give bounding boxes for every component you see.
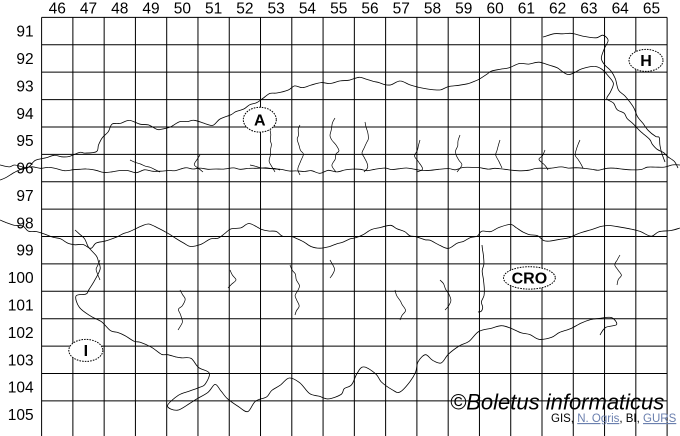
svg-text:63: 63: [580, 0, 597, 17]
svg-text:98: 98: [16, 215, 33, 232]
svg-text:96: 96: [16, 161, 33, 178]
svg-text:62: 62: [549, 0, 566, 17]
svg-text:103: 103: [8, 352, 34, 369]
svg-text:60: 60: [486, 0, 504, 17]
svg-text:49: 49: [142, 0, 159, 17]
svg-text:101: 101: [8, 297, 34, 314]
svg-text:CRO: CRO: [512, 271, 548, 288]
svg-text:51: 51: [205, 0, 222, 17]
svg-text:92: 92: [16, 51, 33, 68]
svg-text:54: 54: [299, 0, 317, 17]
svg-text:97: 97: [16, 188, 33, 205]
svg-text:57: 57: [393, 0, 410, 17]
svg-text:105: 105: [8, 407, 34, 424]
svg-text:46: 46: [49, 0, 66, 17]
svg-text:GIS, N. Ogris, BI, GURS: GIS, N. Ogris, BI, GURS: [551, 413, 677, 425]
svg-text:65: 65: [643, 0, 660, 17]
svg-text:61: 61: [518, 0, 535, 17]
svg-text:52: 52: [236, 0, 253, 17]
svg-text:93: 93: [16, 78, 33, 95]
svg-text:H: H: [640, 53, 652, 70]
svg-text:91: 91: [16, 24, 33, 41]
svg-text:59: 59: [455, 0, 472, 17]
svg-text:50: 50: [174, 0, 192, 17]
svg-text:I: I: [84, 343, 88, 360]
svg-text:55: 55: [330, 0, 347, 17]
svg-text:95: 95: [16, 133, 33, 150]
svg-text:99: 99: [16, 243, 33, 260]
svg-text:53: 53: [268, 0, 285, 17]
svg-text:48: 48: [111, 0, 128, 17]
svg-text:©Boletus informaticus: ©Boletus informaticus: [450, 390, 664, 415]
svg-text:100: 100: [8, 270, 34, 287]
svg-text:102: 102: [8, 325, 34, 342]
svg-text:94: 94: [16, 106, 34, 123]
svg-text:A: A: [254, 113, 266, 130]
svg-text:104: 104: [8, 380, 34, 397]
svg-text:58: 58: [424, 0, 441, 17]
svg-text:47: 47: [80, 0, 97, 17]
svg-text:56: 56: [361, 0, 378, 17]
svg-text:64: 64: [612, 0, 630, 17]
